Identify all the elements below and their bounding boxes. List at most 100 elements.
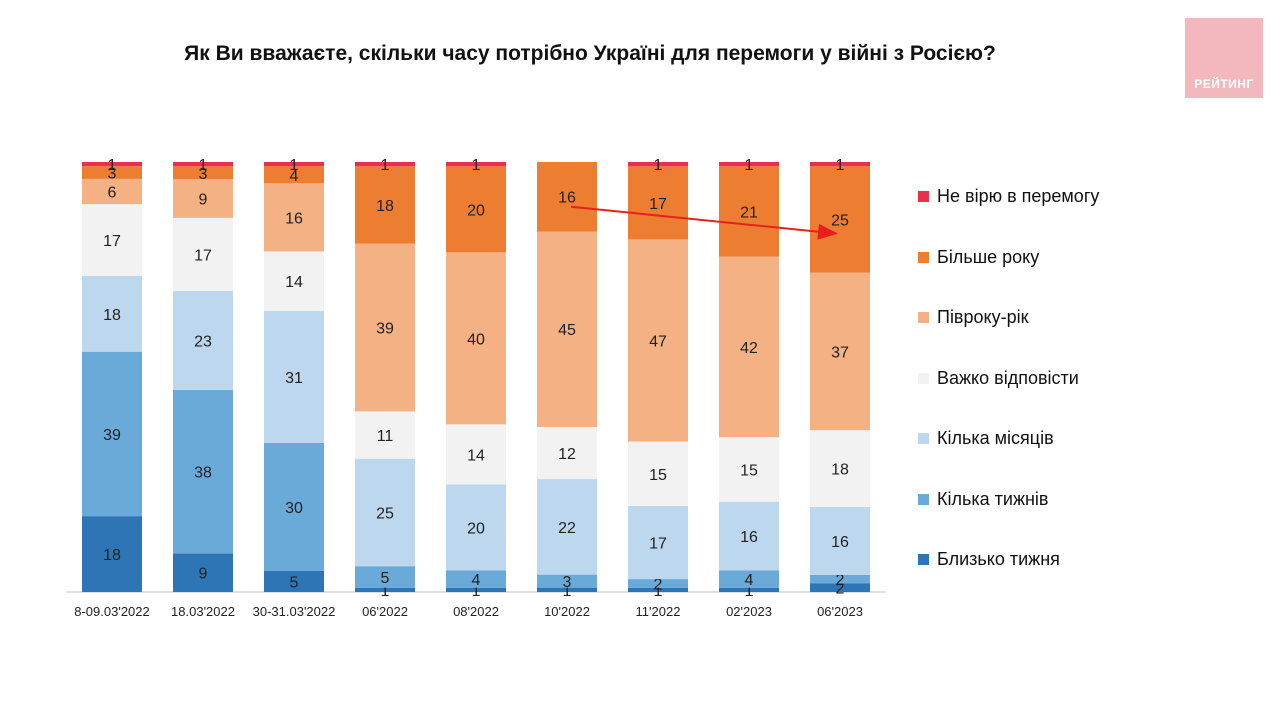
legend-swatch bbox=[918, 312, 929, 323]
bar-segment bbox=[719, 166, 779, 257]
data-label: 2 bbox=[836, 581, 845, 598]
bar-segment bbox=[173, 389, 233, 554]
data-label: 18 bbox=[376, 198, 394, 215]
data-label: 2 bbox=[836, 572, 845, 589]
data-label: 16 bbox=[558, 190, 576, 207]
legend-swatch bbox=[918, 493, 929, 505]
legend-swatch bbox=[918, 372, 929, 384]
bar-segment bbox=[355, 411, 415, 459]
bar-segment bbox=[264, 311, 324, 443]
bar-segment bbox=[719, 570, 779, 588]
bar-segment bbox=[628, 587, 688, 592]
legend-label: Близько тижня bbox=[937, 549, 1060, 569]
bar-segment bbox=[264, 570, 324, 592]
legend-swatch bbox=[918, 251, 929, 263]
data-label: 5 bbox=[290, 574, 299, 591]
bar-segment bbox=[446, 252, 506, 425]
chart-title: Як Ви вважаєте, скільки часу потрібно Ук… bbox=[184, 42, 996, 65]
bar-segment bbox=[810, 574, 870, 584]
logo-text: РЕЙТИНГ bbox=[1194, 77, 1254, 91]
data-label: 37 bbox=[831, 344, 849, 361]
data-label: 1 bbox=[199, 157, 208, 174]
data-label: 16 bbox=[831, 534, 849, 551]
x-tick-label: 11'2022 bbox=[636, 604, 681, 619]
legend-swatch bbox=[918, 433, 929, 444]
data-label: 4 bbox=[472, 572, 481, 589]
bar-segment bbox=[355, 458, 415, 567]
data-label: 16 bbox=[285, 210, 303, 227]
data-label: 22 bbox=[558, 520, 576, 537]
trend-arrow bbox=[570, 205, 838, 240]
x-tick-label: 18.03'2022 bbox=[171, 604, 235, 619]
data-label: 9 bbox=[199, 192, 208, 209]
bar-segment bbox=[537, 574, 597, 588]
bar-segment bbox=[355, 587, 415, 592]
x-tick-label: 10'2022 bbox=[544, 604, 590, 619]
legend-item: Близько тижня bbox=[918, 549, 1218, 569]
bar-segment bbox=[810, 430, 870, 507]
data-label: 47 bbox=[649, 333, 667, 350]
bar-segment bbox=[82, 162, 142, 167]
x-tick-label: 30-31.03'2022 bbox=[253, 604, 336, 619]
stacked-bar-chart: 183918176318-09.03'2022938231793118.03'2… bbox=[66, 157, 886, 619]
data-label: 5 bbox=[381, 570, 390, 587]
bar-segment bbox=[264, 442, 324, 571]
bar-segment bbox=[82, 275, 142, 352]
bar-segment bbox=[537, 426, 597, 480]
data-label: 14 bbox=[285, 274, 303, 291]
legend-label: Півроку-рік bbox=[937, 307, 1029, 327]
bar-segment bbox=[719, 501, 779, 571]
legend-label: Кілька тижнів bbox=[937, 488, 1049, 509]
bar-segment bbox=[173, 553, 233, 592]
bar-segment bbox=[173, 179, 233, 218]
bar-segment bbox=[810, 166, 870, 273]
bar-segment bbox=[810, 506, 870, 575]
rating-logo: РЕЙТИНГ bbox=[1185, 18, 1263, 98]
data-label: 6 bbox=[108, 185, 117, 202]
data-label: 3 bbox=[108, 166, 117, 183]
legend-swatch bbox=[918, 554, 929, 565]
bar-segment bbox=[82, 178, 142, 205]
data-label: 1 bbox=[108, 157, 117, 174]
data-label: 15 bbox=[740, 462, 758, 479]
data-label: 31 bbox=[285, 370, 303, 387]
data-label: 9 bbox=[199, 566, 208, 583]
data-label: 1 bbox=[563, 583, 572, 600]
data-label: 20 bbox=[467, 202, 485, 219]
bar-segment bbox=[628, 441, 688, 506]
data-label: 1 bbox=[290, 157, 299, 174]
bar-segment bbox=[355, 166, 415, 244]
bar-segment bbox=[719, 256, 779, 438]
legend-item: Кілька тижнів bbox=[918, 489, 1218, 509]
bar-segment bbox=[719, 437, 779, 502]
bar-segment bbox=[446, 424, 506, 485]
bar-segment bbox=[810, 272, 870, 431]
data-label: 3 bbox=[563, 574, 572, 591]
bar-segment bbox=[446, 587, 506, 592]
data-label: 15 bbox=[649, 467, 667, 484]
bar-segment bbox=[173, 166, 233, 180]
data-label: 16 bbox=[740, 529, 758, 546]
data-label: 17 bbox=[649, 536, 667, 553]
legend-item: Більше року bbox=[918, 247, 1218, 267]
bar-segment bbox=[537, 231, 597, 427]
bar-segment bbox=[355, 162, 415, 167]
bar-segment bbox=[628, 166, 688, 240]
legend-label: Важко відповісти bbox=[937, 367, 1079, 388]
bar-segment bbox=[628, 579, 688, 588]
x-tick-label: 02'2023 bbox=[726, 604, 772, 619]
bar-segment bbox=[537, 162, 597, 232]
data-label: 1 bbox=[472, 157, 481, 174]
data-label: 17 bbox=[649, 196, 667, 213]
data-label: 1 bbox=[745, 157, 754, 174]
data-label: 45 bbox=[558, 322, 576, 339]
data-label: 1 bbox=[836, 157, 845, 174]
bar-segment bbox=[264, 251, 324, 312]
bar-segment bbox=[537, 587, 597, 592]
bar-segment bbox=[264, 162, 324, 167]
data-label: 18 bbox=[103, 547, 121, 564]
bar-segment bbox=[446, 162, 506, 167]
bar-segment bbox=[719, 162, 779, 167]
legend-item: Важко відповісти bbox=[918, 368, 1218, 388]
data-label: 4 bbox=[745, 572, 754, 589]
